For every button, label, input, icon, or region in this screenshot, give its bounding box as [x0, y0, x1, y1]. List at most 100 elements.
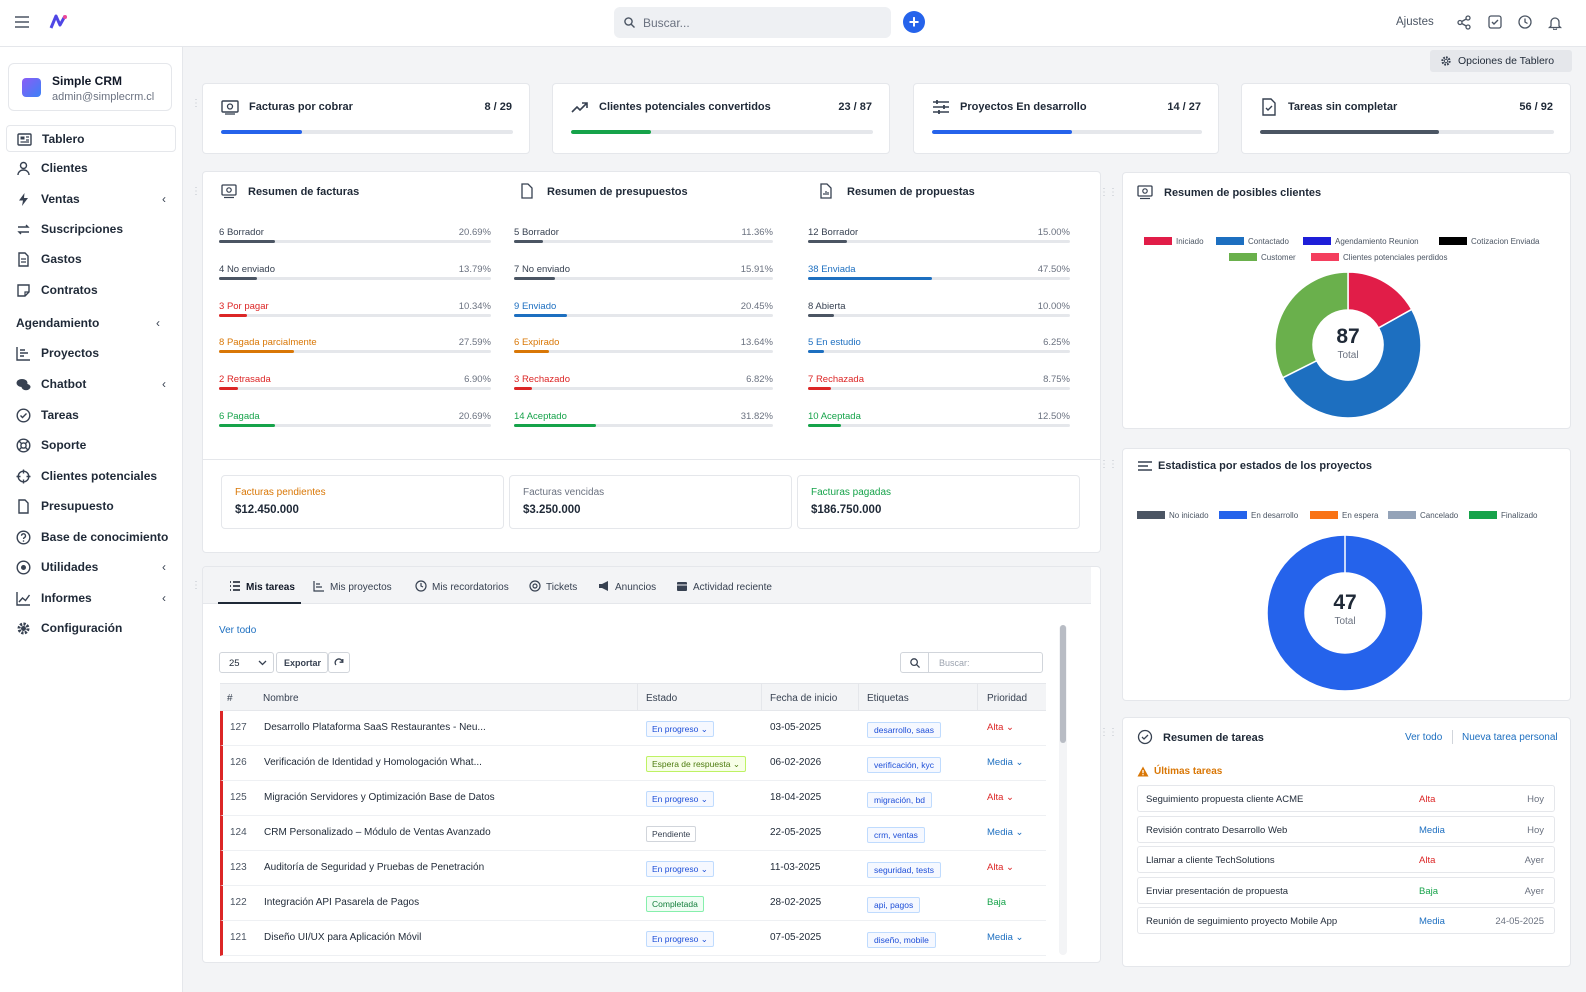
menu-icon[interactable] — [15, 16, 29, 28]
tasks-check-icon[interactable] — [1488, 15, 1502, 29]
drag-handle-icon[interactable]: ⋮⋮ — [1099, 187, 1118, 198]
row-priority[interactable]: Alta ⌄ — [987, 792, 1014, 803]
sidebar-item-proyectos[interactable]: Proyectos — [6, 340, 176, 367]
drag-handle-icon[interactable]: ⋮⋮ — [1099, 459, 1118, 470]
sidebar-item-presupuesto[interactable]: Presupuesto — [6, 493, 176, 520]
legend-item[interactable]: Cotizacion Enviada — [1439, 237, 1539, 246]
row-name[interactable]: Diseño UI/UX para Aplicación Móvil — [264, 932, 422, 943]
donut-slice-contactado[interactable] — [1281, 308, 1422, 419]
col-header-fecha[interactable]: Fecha de inicio — [770, 693, 838, 704]
donut-slice-customer[interactable] — [1274, 271, 1349, 379]
row-priority[interactable]: Media ⌄ — [987, 757, 1023, 768]
row-status-badge[interactable]: Pendiente — [646, 826, 697, 842]
bell-icon[interactable] — [1548, 15, 1562, 30]
tab-mis-tareas[interactable]: Mis tareas — [229, 580, 295, 593]
clock-icon[interactable] — [1518, 15, 1532, 29]
tab-mis-proyectos[interactable]: Mis proyectos — [313, 580, 392, 593]
legend-item[interactable]: Cancelado — [1388, 511, 1458, 520]
sidebar-item-tareas[interactable]: Tareas — [6, 402, 176, 429]
table-row[interactable]: 126 Verificación de Identidad y Homologac… — [220, 746, 1046, 781]
quick-add-button[interactable]: + — [903, 11, 925, 33]
sidebar-item-contratos[interactable]: Contratos — [6, 277, 176, 304]
sidebar-item-utilidades[interactable]: Utilidades ‹ — [6, 554, 176, 581]
table-row[interactable]: 125 Migración Servidores y Optimización B… — [220, 781, 1046, 816]
row-priority[interactable]: Media ⌄ — [987, 827, 1023, 838]
sidebar-item-gastos[interactable]: Gastos — [6, 246, 176, 273]
scrollbar-track[interactable] — [1059, 625, 1067, 955]
row-name[interactable]: Integración API Pasarela de Pagos — [264, 897, 420, 908]
sidebar-item-ventas[interactable]: Ventas ‹ — [6, 186, 176, 213]
sidebar-item-configuracion[interactable]: Configuración — [6, 615, 176, 642]
legend-item[interactable]: En desarrollo — [1219, 511, 1298, 520]
drag-handle-icon[interactable]: ⋮⋮ — [191, 98, 210, 109]
table-row[interactable]: 123 Auditoría de Seguridad y Pruebas de P… — [220, 851, 1046, 886]
dashboard-options-button[interactable]: Opciones de Tablero — [1430, 50, 1572, 72]
drag-handle-icon[interactable]: ⋮⋮ — [191, 186, 210, 197]
row-status-badge[interactable]: Completada — [646, 896, 704, 912]
col-header-etiquetas[interactable]: Etiquetas — [867, 693, 909, 704]
tab-tickets[interactable]: Tickets — [529, 580, 577, 593]
legend-item[interactable]: Contactado — [1216, 237, 1289, 246]
legend-item[interactable]: Agendamiento Reunion — [1303, 237, 1419, 246]
latest-task-row[interactable]: Llamar a cliente TechSolutions Alta Ayer — [1137, 846, 1555, 873]
table-row[interactable]: 122 Integración API Pasarela de Pagos Comp… — [220, 886, 1046, 921]
col-header-prioridad[interactable]: Prioridad — [987, 693, 1028, 704]
tasks-view-all-link[interactable]: Ver todo — [1405, 732, 1443, 743]
row-priority[interactable]: Media ⌄ — [987, 932, 1023, 943]
profile-card[interactable]: Simple CRM admin@simplecrm.cl — [8, 63, 172, 111]
row-name[interactable]: CRM Personalizado – Módulo de Ventas Ava… — [264, 827, 491, 838]
drag-handle-icon[interactable]: ⋮⋮ — [191, 580, 210, 591]
row-priority[interactable]: Alta ⌄ — [987, 722, 1014, 733]
row-priority[interactable]: Alta ⌄ — [987, 862, 1014, 873]
col-header-id[interactable]: # — [227, 693, 233, 704]
sidebar-item-base-conocimiento[interactable]: Base de conocimiento — [6, 524, 176, 551]
latest-task-row[interactable]: Reunión de seguimiento proyecto Mobile A… — [1137, 907, 1555, 934]
latest-task-row[interactable]: Revisión contrato Desarrollo Web Media Hoy — [1137, 815, 1555, 843]
legend-item[interactable]: Customer — [1229, 253, 1296, 262]
table-row[interactable]: 121 Diseño UI/UX para Aplicación Móvil En … — [220, 921, 1046, 956]
legend-item[interactable]: No iniciado — [1137, 511, 1209, 520]
donut-slice-en-desarrollo[interactable] — [1266, 534, 1424, 692]
drag-handle-icon[interactable]: ⋮⋮ — [1099, 727, 1118, 738]
sidebar-item-chatbot[interactable]: Chatbot ‹ — [6, 371, 176, 398]
row-name[interactable]: Auditoría de Seguridad y Pruebas de Pene… — [264, 862, 485, 873]
app-logo-icon[interactable] — [49, 14, 68, 30]
row-status-badge[interactable]: En progreso ⌄ — [646, 791, 714, 807]
settings-link[interactable]: Ajustes — [1396, 16, 1434, 28]
tab-actividad-reciente[interactable]: Actividad reciente — [676, 580, 772, 593]
row-status-badge[interactable]: En progreso ⌄ — [646, 931, 714, 947]
latest-task-row[interactable]: Seguimiento propuesta cliente ACME Alta Ho… — [1137, 785, 1555, 812]
legend-item[interactable]: En espera — [1310, 511, 1378, 520]
row-priority[interactable]: Baja — [987, 897, 1006, 908]
sidebar-item-clientes[interactable]: Clientes — [6, 155, 176, 182]
share-icon[interactable] — [1457, 15, 1471, 30]
legend-item[interactable]: Clientes potenciales perdidos — [1311, 253, 1448, 262]
refresh-button[interactable] — [328, 652, 350, 673]
row-status-badge[interactable]: En progreso ⌄ — [646, 721, 714, 737]
sidebar-item-informes[interactable]: Informes ‹ — [6, 585, 176, 612]
sidebar-item-soporte[interactable]: Soporte — [6, 432, 176, 459]
tab-mis-recordatorios[interactable]: Mis recordatorios — [415, 580, 509, 593]
latest-task-row[interactable]: Enviar presentación de propuesta Baja Ayer — [1137, 876, 1555, 904]
table-row[interactable]: 124 CRM Personalizado – Módulo de Ventas … — [220, 816, 1046, 851]
sidebar-item-suscripciones[interactable]: Suscripciones — [6, 216, 176, 243]
table-row[interactable]: 127 Desarrollo Plataforma SaaS Restaurant… — [220, 711, 1046, 746]
sidebar-item-tablero[interactable]: Tablero — [6, 125, 176, 152]
global-search-input[interactable]: Buscar... — [614, 7, 891, 38]
sidebar-item-clientes-potenciales[interactable]: Clientes potenciales — [6, 463, 176, 490]
row-name[interactable]: Migración Servidores y Optimización Base… — [264, 792, 495, 803]
tab-anuncios[interactable]: Anuncios — [598, 580, 656, 593]
legend-item[interactable]: Finalizado — [1469, 511, 1537, 520]
export-button[interactable]: Exportar — [276, 652, 328, 673]
new-personal-task-link[interactable]: Nueva tarea personal — [1462, 732, 1558, 743]
view-all-tasks-link[interactable]: Ver todo — [219, 625, 257, 636]
row-name[interactable]: Verificación de Identidad y Homologación… — [264, 757, 482, 768]
table-search-input[interactable]: Buscar: — [900, 652, 1043, 673]
col-header-nombre[interactable]: Nombre — [263, 693, 299, 704]
row-status-badge[interactable]: Espera de respuesta ⌄ — [646, 756, 746, 772]
col-header-estado[interactable]: Estado — [646, 693, 678, 704]
row-name[interactable]: Desarrollo Plataforma SaaS Restaurantes … — [264, 722, 486, 733]
page-size-select[interactable]: 25 — [219, 652, 274, 673]
sidebar-section-agendamiento[interactable]: Agendamiento — [16, 316, 99, 330]
row-status-badge[interactable]: En progreso ⌄ — [646, 861, 714, 877]
